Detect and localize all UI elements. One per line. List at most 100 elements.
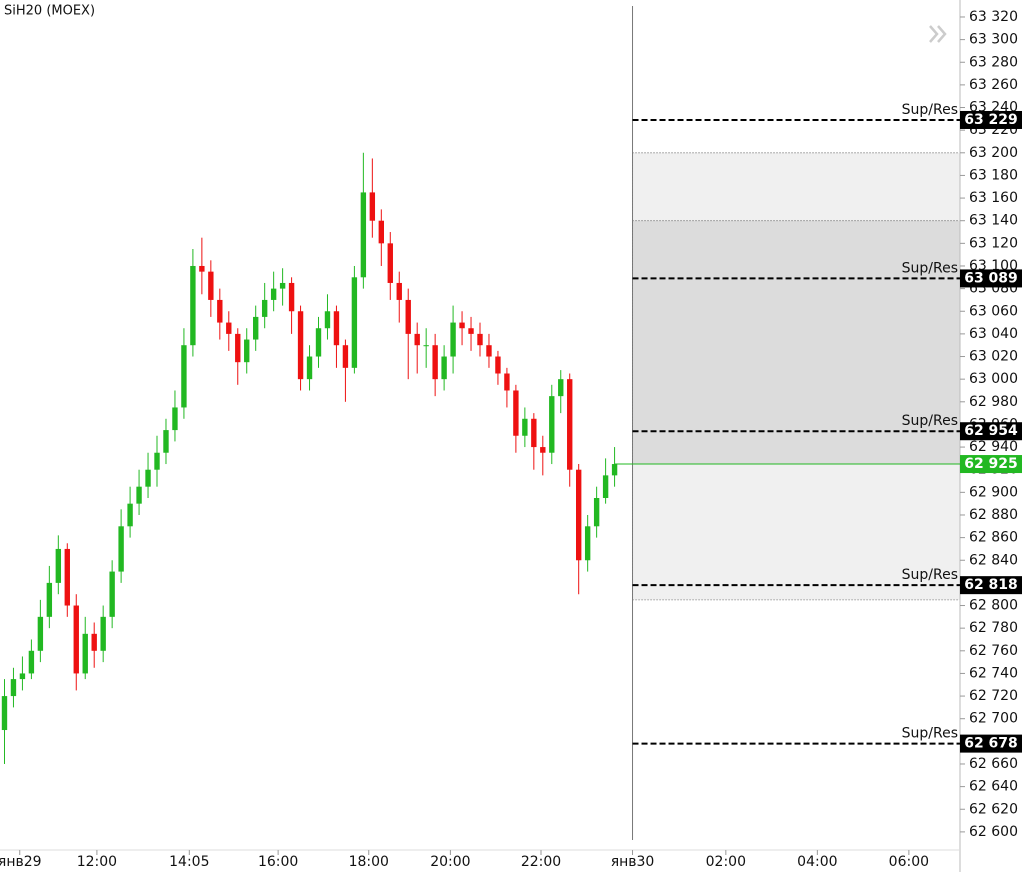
candle-body — [405, 299, 411, 334]
candle-body — [145, 469, 151, 487]
candle-body — [100, 616, 106, 651]
y-tick-label: 62 620 — [969, 801, 1018, 817]
y-tick-label: 63 200 — [969, 145, 1018, 161]
candle-body — [333, 311, 340, 346]
y-tick-label: 63 180 — [969, 167, 1018, 183]
level-label: Sup/Res — [902, 567, 958, 583]
candle-body — [270, 288, 277, 300]
candle-body — [37, 616, 44, 651]
y-tick-label: 63 020 — [969, 349, 1018, 365]
candle-body — [190, 265, 196, 346]
y-tick-label: 62 720 — [969, 688, 1018, 704]
x-tick-label: 02:00 — [706, 854, 746, 870]
x-tick-label: янв30 — [611, 854, 655, 870]
candle-body — [136, 486, 142, 504]
level-value: 62 678 — [964, 736, 1018, 752]
candle-body — [109, 571, 115, 617]
candle-body — [558, 379, 564, 397]
y-tick-label: 62 980 — [969, 394, 1018, 410]
y-tick-label: 62 740 — [969, 665, 1018, 681]
collapse-icon[interactable] — [929, 25, 947, 43]
level-box — [960, 422, 1022, 441]
candle-body — [82, 633, 88, 674]
y-tick-label: 62 880 — [969, 507, 1018, 523]
candle-body — [163, 430, 169, 453]
candle-body — [576, 469, 582, 561]
candle-body — [28, 650, 35, 674]
y-tick-label: 62 940 — [969, 439, 1018, 455]
candle-body — [253, 316, 259, 340]
level-box — [960, 734, 1022, 753]
x-tick-label: 22:00 — [521, 854, 561, 870]
y-tick-label: 63 300 — [969, 32, 1018, 48]
candle-body — [181, 345, 187, 408]
candle-body — [315, 328, 322, 357]
candle-body — [611, 464, 618, 476]
x-tick-label: 20:00 — [430, 854, 470, 870]
candle-body — [495, 356, 501, 374]
x-tick-label: 04:00 — [797, 854, 837, 870]
candle-body — [360, 192, 367, 278]
candle-body — [55, 548, 62, 583]
candle-body — [423, 345, 429, 347]
chart-title: SiH20 (MOEX) — [4, 4, 95, 19]
y-tick-label: 62 660 — [969, 756, 1018, 772]
candle-body — [468, 328, 474, 334]
candle-body — [306, 356, 313, 380]
last-price-label: 62 925 — [964, 456, 1018, 472]
y-tick-label: 63 120 — [969, 235, 1018, 251]
x-tick-label: 16:00 — [258, 854, 298, 870]
zones — [632, 152, 961, 601]
x-tick-label: 14:05 — [169, 854, 209, 870]
x-tick-label: янв29 — [0, 854, 42, 870]
candle-body — [46, 582, 53, 617]
level-value: 63 089 — [964, 270, 1018, 286]
y-tick-label: 62 760 — [969, 643, 1018, 659]
candle-body — [91, 633, 97, 651]
candle-body — [567, 379, 573, 470]
candle-body — [199, 265, 205, 272]
candle-body — [414, 333, 420, 346]
candle-body — [593, 498, 600, 527]
y-tick-label: 62 860 — [969, 530, 1018, 546]
candle-body — [504, 373, 510, 391]
level-label: Sup/Res — [902, 726, 958, 742]
y-tick-label: 63 260 — [969, 77, 1018, 93]
candle-body — [387, 243, 393, 283]
candle-body — [288, 282, 295, 312]
y-tick-label: 63 060 — [969, 303, 1018, 319]
candle-body — [279, 282, 286, 289]
candle-body — [154, 452, 160, 470]
y-tick-label: 62 800 — [969, 598, 1018, 614]
y-tick-label: 62 900 — [969, 484, 1018, 500]
candle-body — [584, 526, 591, 561]
candle-body — [441, 356, 447, 380]
candle-body — [118, 526, 124, 572]
candle-body — [19, 673, 26, 680]
candle-body — [540, 447, 546, 453]
candle-body — [64, 548, 70, 606]
candle-body — [324, 311, 331, 329]
level-box — [960, 110, 1022, 129]
last-price-box — [960, 455, 1022, 474]
x-tick-label: 18:00 — [349, 854, 389, 870]
candle-body — [602, 475, 609, 499]
x-tick-label: 06:00 — [889, 854, 929, 870]
y-tick-label: 63 040 — [969, 326, 1018, 342]
candle-body — [477, 333, 483, 346]
candle-body — [127, 503, 133, 527]
candle-body — [208, 271, 214, 300]
candle-body — [73, 605, 79, 674]
candle-body — [217, 299, 223, 323]
candle-body — [226, 322, 232, 334]
y-tick-label: 62 840 — [969, 552, 1018, 568]
candle-body — [486, 345, 492, 357]
candle-body — [172, 407, 178, 431]
x-tick-label: 12:00 — [77, 854, 117, 870]
level-label: Sup/Res — [902, 102, 958, 118]
zone — [632, 220, 961, 465]
level-box — [960, 576, 1022, 595]
y-tick-label: 62 700 — [969, 711, 1018, 727]
candle-body — [450, 322, 456, 357]
